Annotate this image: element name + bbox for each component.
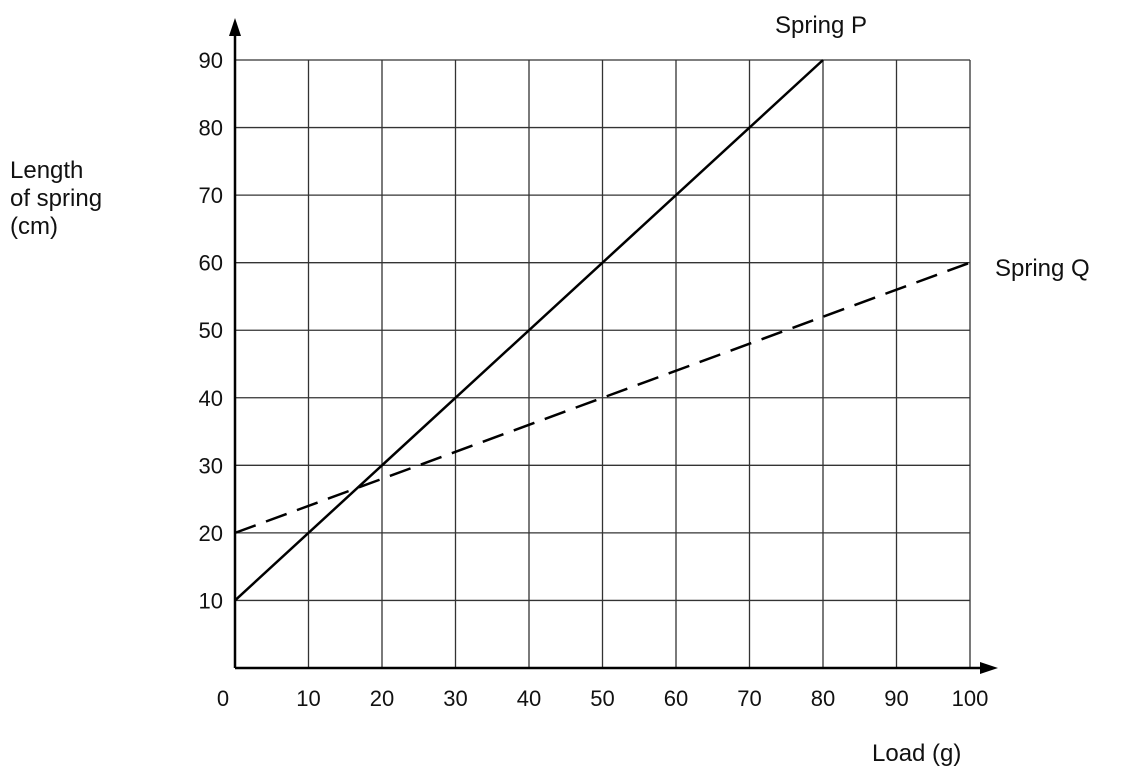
series-line-spring-p bbox=[234, 59, 824, 602]
y-tick-label: 30 bbox=[199, 453, 223, 478]
x-tick-label: 100 bbox=[952, 686, 989, 711]
y-tick-label: 70 bbox=[199, 183, 223, 208]
x-tick-label: 20 bbox=[370, 686, 394, 711]
series-label: Spring P bbox=[775, 12, 867, 39]
x-tick-label: 0 bbox=[217, 686, 229, 711]
y-tick-label: 50 bbox=[199, 318, 223, 343]
y-axis-label-line: of spring bbox=[10, 185, 103, 212]
tick-labels: 10 20 30 40 50 60 70 80 90 0 10 20 30 40 50 60 70 80 90 100 bbox=[199, 48, 989, 711]
x-tick-label: 70 bbox=[737, 686, 761, 711]
y-axis-label-line: Length bbox=[10, 157, 84, 184]
axes bbox=[229, 18, 998, 674]
x-tick-label: 60 bbox=[664, 686, 688, 711]
y-tick-label: 60 bbox=[199, 251, 223, 276]
y-tick-label: 10 bbox=[199, 588, 223, 613]
y-axis-label: Length of spring (cm) bbox=[10, 157, 102, 241]
x-axis-arrow bbox=[980, 662, 998, 674]
x-tick-label: 30 bbox=[443, 686, 467, 711]
x-tick-label: 40 bbox=[517, 686, 541, 711]
series-lines bbox=[234, 59, 971, 602]
series-labels: Spring P Spring Q bbox=[775, 12, 1090, 282]
x-axis-label: Load (g) bbox=[872, 740, 962, 767]
y-tick-label: 80 bbox=[199, 116, 223, 141]
y-tick-label: 90 bbox=[199, 48, 223, 73]
series-label: Spring Q bbox=[995, 255, 1090, 282]
y-axis-arrow bbox=[229, 18, 241, 36]
x-tick-label: 10 bbox=[296, 686, 320, 711]
grid bbox=[235, 59, 971, 668]
y-axis-label-line: (cm) bbox=[10, 213, 58, 240]
y-tick-label: 20 bbox=[199, 521, 223, 546]
x-tick-label: 50 bbox=[590, 686, 614, 711]
x-tick-label: 80 bbox=[811, 686, 835, 711]
y-tick-label: 40 bbox=[199, 386, 223, 411]
x-tick-label: 90 bbox=[884, 686, 908, 711]
